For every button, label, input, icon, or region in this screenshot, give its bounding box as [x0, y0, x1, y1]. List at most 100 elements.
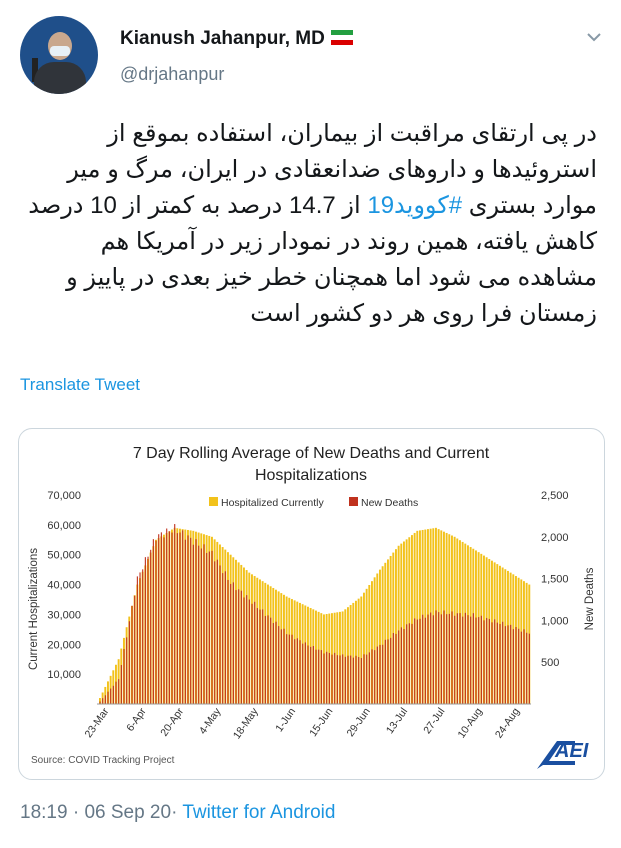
bar-deaths — [336, 655, 338, 704]
bar-deaths — [422, 614, 424, 704]
bar-deaths — [376, 646, 378, 704]
bar-deaths — [427, 614, 429, 704]
bar-deaths — [360, 658, 362, 704]
bar-deaths — [411, 623, 413, 704]
bar-deaths — [288, 634, 290, 704]
bar-deaths — [491, 622, 493, 704]
y-tick-left: 70,000 — [47, 490, 81, 502]
bar-deaths — [488, 618, 490, 704]
bar-deaths — [147, 556, 149, 704]
bar-hospitalized — [403, 541, 405, 704]
hashtag-link[interactable]: #کووید19 — [367, 192, 463, 219]
x-tick-label: 13-Jul — [384, 706, 410, 736]
bar-deaths — [248, 599, 250, 704]
bar-deaths — [128, 621, 130, 704]
meta-separator-1: · — [72, 802, 80, 823]
bar-deaths — [102, 698, 104, 704]
bar-deaths — [280, 629, 282, 704]
bar-deaths — [184, 539, 186, 704]
bar-deaths — [320, 650, 322, 704]
bar-deaths — [379, 644, 381, 704]
bar-deaths — [110, 688, 112, 704]
chevron-down-icon[interactable] — [585, 28, 603, 46]
bar-deaths — [363, 654, 365, 704]
bar-hospitalized — [405, 539, 408, 704]
bar-deaths — [278, 626, 280, 704]
bar-deaths — [158, 534, 160, 704]
tweet-media-image[interactable]: 7 Day Rolling Average of New Deaths and … — [18, 428, 605, 780]
bar-deaths — [299, 640, 301, 704]
bar-hospitalized — [379, 569, 381, 704]
display-name-text: Kianush Jahanpur, MD — [120, 28, 325, 49]
bar-deaths — [155, 540, 157, 704]
bar-deaths — [187, 535, 189, 704]
display-name[interactable]: Kianush Jahanpur, MD — [120, 28, 353, 50]
bar-deaths — [312, 646, 314, 704]
x-tick-label: 24-Aug — [493, 706, 522, 741]
bar-hospitalized — [419, 530, 421, 704]
bar-deaths — [387, 639, 389, 704]
bar-deaths — [195, 539, 197, 704]
x-tick-label: 27-Jul — [421, 706, 447, 736]
meta-separator-2: · — [171, 802, 178, 823]
bar-deaths — [526, 632, 528, 704]
bar-deaths — [414, 618, 416, 704]
bar-deaths — [256, 608, 258, 704]
y-axis-left-label: Current Hospitalizations — [28, 548, 40, 670]
x-tick-label: 6-Apr — [124, 705, 149, 733]
x-tick-label: 20-Apr — [158, 705, 186, 738]
bar-deaths — [424, 617, 426, 704]
x-axis-ticks: 23-Mar 6-Apr 20-Apr 4-May 18-May 1-Jun 15-Jun 2… — [83, 705, 523, 741]
bar-deaths — [459, 613, 461, 704]
bar-deaths — [464, 612, 466, 704]
tweet-text: در پی ارتقای مراقبت از بیماران، استفاده … — [17, 116, 597, 332]
bar-deaths — [264, 615, 266, 704]
microphone-icon — [32, 58, 38, 82]
y-tick-left: 50,000 — [47, 550, 81, 562]
bar-deaths — [315, 649, 317, 704]
avatar[interactable] — [20, 16, 98, 94]
chart-title-line-2: Hospitalizations — [255, 467, 367, 484]
y-axis-right-label: New Deaths — [584, 567, 596, 630]
bar-deaths — [286, 634, 288, 704]
bar-deaths — [496, 622, 498, 704]
bar-deaths — [443, 610, 445, 704]
bar-deaths — [272, 622, 274, 704]
bar-deaths — [480, 615, 482, 704]
translate-tweet-link[interactable]: Translate Tweet — [20, 375, 141, 394]
bar-deaths — [395, 633, 397, 704]
bar-deaths — [275, 621, 277, 704]
user-handle[interactable]: @drjahanpur — [120, 64, 225, 84]
bar-hospitalized — [99, 698, 101, 704]
bar-hospitalized — [376, 573, 379, 704]
bar-deaths — [382, 644, 384, 704]
bar-hospitalized — [371, 581, 373, 704]
bar-deaths — [112, 685, 114, 704]
bar-deaths — [224, 571, 226, 704]
bar-deaths — [240, 590, 242, 704]
y-tick-left: 20,000 — [47, 639, 81, 651]
tweet-client-link[interactable]: Twitter for Android — [182, 802, 336, 823]
bar-deaths — [523, 629, 525, 704]
bar-hospitalized — [368, 585, 371, 704]
bar-deaths — [134, 595, 136, 704]
bar-deaths — [254, 601, 256, 704]
bar-deaths — [318, 649, 320, 704]
bar-hospitalized — [344, 609, 347, 704]
bar-hospitalized — [392, 552, 395, 704]
bar-deaths — [384, 639, 386, 704]
chart-title-line-1: 7 Day Rolling Average of New Deaths and … — [133, 445, 490, 462]
bar-hospitalized — [389, 555, 392, 704]
avatar-body — [34, 62, 86, 94]
bar-deaths — [190, 537, 192, 704]
bar-deaths — [371, 649, 373, 704]
y-tick-left: 40,000 — [47, 580, 81, 592]
bar-deaths — [507, 625, 509, 704]
aei-logo-mark — [537, 741, 575, 769]
bar-deaths — [246, 595, 248, 704]
bar-deaths — [366, 654, 368, 704]
bar-deaths — [168, 531, 170, 704]
x-tick-label: 4-May — [197, 705, 224, 736]
y-tick-left: 10,000 — [47, 669, 81, 681]
bar-deaths — [206, 552, 208, 704]
